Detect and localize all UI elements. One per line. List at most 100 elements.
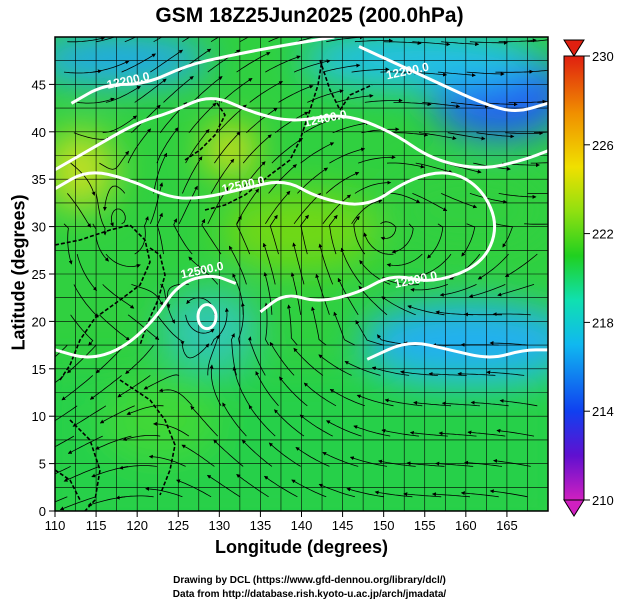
streamline [386,253,423,268]
y-tick-label: 40 [32,125,46,140]
streamline [246,107,278,133]
streamline [537,101,548,103]
streamline [527,192,548,194]
streamline [441,401,480,407]
y-tick-label: 5 [39,457,46,472]
streamline [156,212,164,255]
streamline [213,439,244,467]
streamline [415,162,453,174]
streamline [349,456,388,467]
streamline [99,405,135,424]
y-axis-label: Latitude (degrees) [8,194,29,351]
x-tick-label: 150 [373,518,395,533]
streamline [498,38,537,43]
streamline [188,256,219,285]
streamline [269,341,295,376]
streamline [441,41,480,47]
streamline [99,150,130,170]
streamline [126,405,164,415]
streamline [55,405,78,422]
streamline [242,134,272,164]
streamline [524,223,548,225]
streamline [158,388,193,407]
streamline [380,221,397,241]
streamline [329,388,365,407]
streamline [264,190,291,225]
streamline [210,37,220,43]
streamline [268,37,281,43]
streamline [469,40,508,45]
streamline [249,81,283,103]
streamline [353,215,366,255]
streamline [67,435,103,454]
temperature-field [55,37,548,511]
streamline [390,132,429,137]
x-tick-label: 165 [496,518,518,533]
streamline [231,333,237,376]
streamline [534,131,548,134]
streamline [66,193,91,228]
streamline [496,428,535,437]
streamline [149,182,164,224]
streamline [291,479,327,498]
streamline [182,156,203,194]
streamline [232,273,244,315]
streamline [374,490,413,498]
streamline [89,375,122,400]
streamline [353,425,391,437]
x-tick-label: 125 [167,518,189,533]
streamline [492,312,531,317]
streamline [493,458,531,467]
streamline [295,447,330,467]
streamline [460,491,499,498]
streamline [127,128,152,164]
x-axis-ticks: 110 115 120 125 130 135 140 145 150 155 160 165 [45,511,518,533]
streamline [354,180,392,194]
contour-line [55,171,497,314]
streamline [95,344,126,374]
streamline [322,452,359,467]
x-tick-label: 135 [250,518,272,533]
streamline [190,405,218,437]
streamline [105,85,141,103]
y-axis-ticks: 0 5 10 15 20 25 30 35 40 45 [32,77,55,519]
streamline [410,284,448,292]
x-tick-label: 120 [126,518,148,533]
streamline [499,398,538,407]
streamline [176,479,212,498]
streamline [477,253,509,280]
streamline [412,41,451,47]
y-tick-label: 25 [32,267,46,282]
streamline [145,486,183,498]
streamline [326,420,362,437]
streamline [274,409,305,437]
streamline [447,132,486,141]
streamline [217,104,247,133]
streamline [412,193,448,212]
streamline [201,218,222,255]
streamline [467,430,506,437]
streamline [255,370,279,407]
streamline [504,253,538,278]
streamline [95,193,107,236]
streamline [173,218,193,255]
streamline [318,483,356,498]
contour-loop [196,303,218,331]
streamline [236,52,271,73]
contour-line [55,97,548,172]
streamline [290,272,302,315]
y-tick-label: 15 [32,362,46,377]
streamline [363,232,394,255]
y-tick-label: 0 [39,504,46,519]
streamline [278,84,314,103]
streamline [153,37,163,43]
y-tick-label: 45 [32,77,46,92]
streamline [505,131,544,136]
streamline [406,461,445,467]
streamline [495,223,514,248]
streamline [61,375,94,401]
streamline [431,492,470,498]
streamline [127,314,160,341]
streamline [393,102,432,107]
